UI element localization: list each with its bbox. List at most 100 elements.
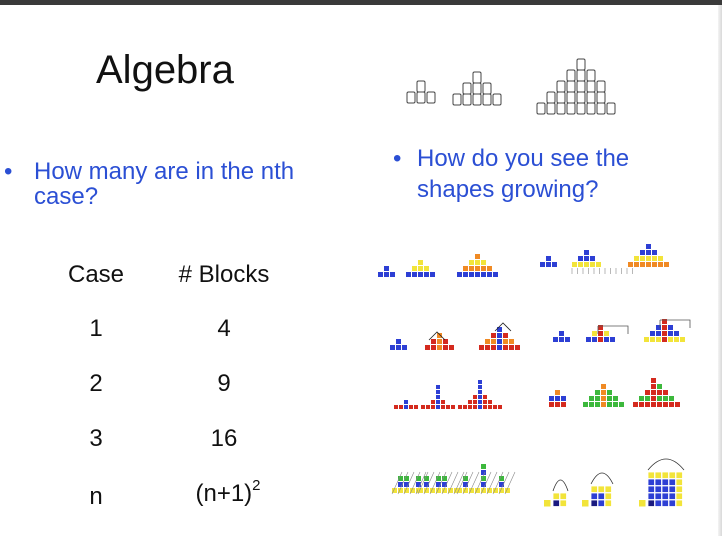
block [651,402,656,407]
block [390,345,395,350]
block [553,337,558,342]
block [424,488,429,493]
block [451,405,455,409]
block [647,471,655,479]
block [663,396,668,401]
block-outline [586,69,596,82]
block [651,384,656,389]
block [448,488,453,493]
block [418,266,423,271]
block [463,476,468,481]
block [592,331,597,336]
growing-squares [391,458,685,507]
block [680,337,685,342]
block-outline [426,91,436,104]
hatch-line [391,471,403,495]
block [584,256,589,261]
block-outline [416,91,426,104]
block-outline [546,91,556,104]
block [595,402,600,407]
block [652,250,657,255]
arrow [428,331,446,341]
block [488,405,492,409]
block [483,400,487,404]
block [497,333,502,338]
block [491,339,496,344]
block [646,250,651,255]
block [412,266,417,271]
block [595,390,600,395]
block [540,262,545,267]
hatch-line [498,471,510,495]
block [619,402,624,407]
block [468,400,472,404]
block [584,262,589,267]
block-outline [566,69,576,82]
block [652,262,657,267]
block [442,482,447,487]
block [463,266,468,271]
block [414,405,418,409]
block [555,396,560,401]
hatch-line [486,471,498,495]
block [398,488,403,493]
block [463,405,467,409]
block [544,500,551,507]
block [431,339,436,344]
block [479,345,484,350]
block [499,482,504,487]
question-shapes-growing-text: How do you see the shapes growing? [417,145,630,203]
block [436,390,440,394]
block [654,471,662,479]
growing-spikes-red-blue [394,378,680,409]
block [446,405,450,409]
block [598,325,603,330]
block-outline [576,69,586,82]
block-outline [556,80,566,93]
table-cell-case: n [89,483,103,510]
block [493,488,498,493]
block [656,325,661,330]
block [409,405,413,409]
block [586,337,591,342]
arc-arrow [552,479,569,492]
table-cell-blocks: 4 [217,315,231,342]
hatch-line [403,471,415,495]
block [595,396,600,401]
block [458,405,462,409]
hatch-line [480,471,492,495]
block [675,492,683,500]
block [674,331,679,336]
block [675,499,683,507]
block [404,400,408,404]
growing-pyramids-yellow-orange [378,244,669,277]
block [431,400,435,404]
block-outline [566,91,576,104]
block [607,390,612,395]
block [578,262,583,267]
block [552,499,560,507]
block [478,400,482,404]
formula-base: (n+1) [195,480,253,507]
block [481,470,486,475]
block-outline [556,102,566,115]
block [481,272,486,277]
block [590,485,598,493]
block [658,262,663,267]
block-outline [596,102,606,115]
block [503,339,508,344]
block-outline [472,82,482,95]
block-outline [586,102,596,115]
block [628,262,633,267]
block [590,262,595,267]
block [589,402,594,407]
block [468,405,472,409]
block [656,331,661,336]
hatch-line [456,471,468,495]
hatch-line [417,471,429,495]
block [424,272,429,277]
block [487,266,492,271]
block [491,345,496,350]
block [481,482,486,487]
block [487,488,492,493]
